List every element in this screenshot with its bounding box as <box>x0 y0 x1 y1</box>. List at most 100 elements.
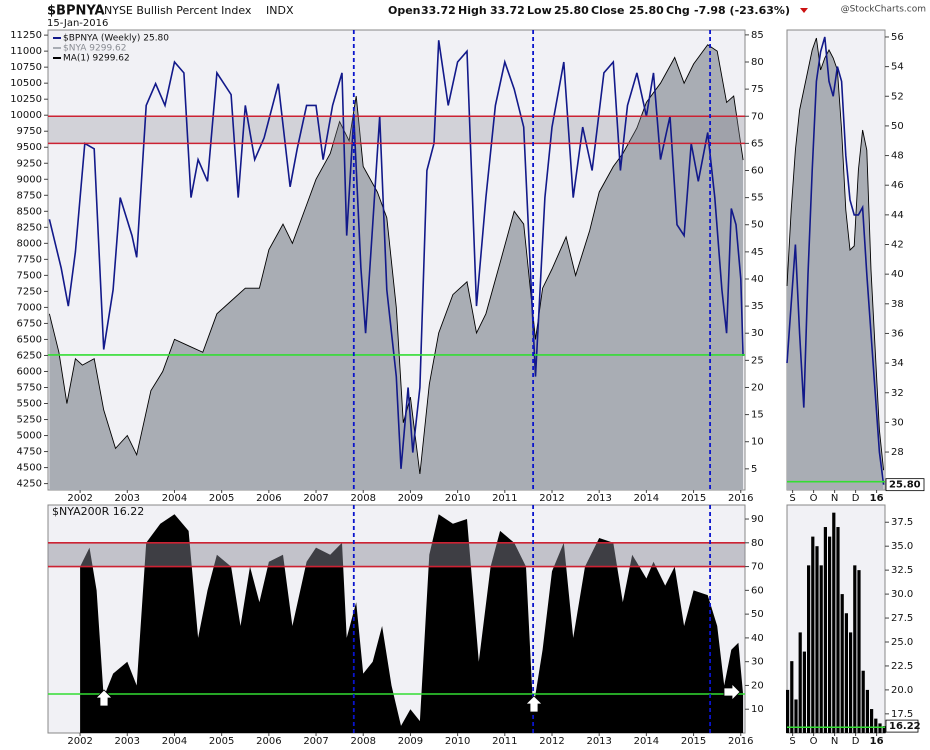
bar <box>882 726 886 733</box>
x-tick-label: 16 <box>870 736 884 747</box>
x-tick-label: 2010 <box>445 493 470 504</box>
area <box>787 38 884 490</box>
y-tick-label: 27.5 <box>891 613 913 624</box>
panel-title: $NYA200R 16.22 <box>52 505 144 518</box>
right-arrow-marker <box>723 683 741 701</box>
y-tick-label: 4750 <box>17 447 42 458</box>
y-tick-label: 9250 <box>17 158 42 169</box>
legend-entry: $BPNYA (Weekly) 25.80 <box>63 34 169 44</box>
x-tick-label: 2009 <box>398 736 423 747</box>
y-tick-label: 11000 <box>10 46 42 57</box>
bar <box>819 565 823 733</box>
y-tick-label: 48 <box>891 151 904 162</box>
line <box>48 40 744 469</box>
index-name: NYSE Bullish Percent Index <box>104 4 252 17</box>
y-tick-label: 8250 <box>17 222 42 233</box>
y-tick-label: 50 <box>891 121 904 132</box>
close-value: 25.80 <box>629 4 664 17</box>
x-tick-label: N <box>831 493 838 504</box>
y-tick-label: 5750 <box>17 382 42 393</box>
high-value: 33.72 <box>490 4 525 17</box>
y-tick-label: 56 <box>891 32 904 43</box>
bar <box>844 613 848 733</box>
y-tick-label: 6000 <box>17 366 42 377</box>
bar <box>786 689 790 733</box>
y-tick-label: 7250 <box>17 286 42 297</box>
y-tick-label: 7500 <box>17 270 42 281</box>
y-tick-label: 70 <box>751 111 764 122</box>
last-value-label: 25.80 <box>889 480 921 491</box>
y-tick-label: 10500 <box>10 78 42 89</box>
y-tick-label: 5250 <box>17 415 42 426</box>
y-tick-label: 70 <box>751 562 764 573</box>
y-tick-label: 17.5 <box>891 709 913 720</box>
area <box>49 44 744 490</box>
line <box>786 37 885 471</box>
x-tick-label: 2015 <box>681 736 706 747</box>
y-tick-label: 7750 <box>17 254 42 265</box>
y-tick-label: 25 <box>751 355 764 366</box>
x-tick-label: 2013 <box>586 736 611 747</box>
y-tick-label: 40 <box>891 269 904 280</box>
x-tick-label: 2009 <box>398 493 423 504</box>
x-tick-label: 2005 <box>209 493 234 504</box>
bar <box>849 632 853 733</box>
y-tick-label: 5 <box>751 464 757 475</box>
bar <box>798 632 802 733</box>
y-tick-label: 42 <box>891 240 904 251</box>
bar <box>794 699 798 733</box>
bar <box>802 651 806 733</box>
y-tick-label: 46 <box>891 180 904 191</box>
x-tick-label: 2016 <box>728 493 753 504</box>
x-tick-label: 2013 <box>586 493 611 504</box>
x-tick-label: 2011 <box>492 736 517 747</box>
symbol: $BPNYA <box>47 4 105 19</box>
x-tick-label: O <box>810 493 818 504</box>
x-tick-label: 2006 <box>256 493 281 504</box>
bar <box>807 565 811 733</box>
y-tick-label: 8750 <box>17 190 42 201</box>
y-tick-label: 20.0 <box>891 685 913 696</box>
bar <box>790 661 794 733</box>
x-tick-label: N <box>831 736 838 747</box>
x-tick-label: 2004 <box>162 493 187 504</box>
y-tick-label: 65 <box>751 138 764 149</box>
bar <box>832 512 836 733</box>
y-tick-label: 85 <box>751 30 764 41</box>
y-tick-label: 40 <box>751 633 764 644</box>
y-tick-label: 32 <box>891 388 904 399</box>
line <box>786 36 885 485</box>
y-tick-label: 8500 <box>17 206 42 217</box>
bar <box>861 670 865 733</box>
y-tick-label: 52 <box>891 91 904 102</box>
x-tick-label: D <box>852 736 860 747</box>
y-tick-label: 75 <box>751 84 764 95</box>
y-tick-label: 30 <box>751 328 764 339</box>
bar <box>865 689 869 733</box>
y-tick-label: 60 <box>751 585 764 596</box>
y-tick-label: 4250 <box>17 479 42 490</box>
x-tick-label: 2004 <box>162 736 187 747</box>
band <box>48 116 745 144</box>
high-label: High <box>458 4 487 17</box>
credit: @StockCharts.com <box>841 5 926 15</box>
y-tick-label: 9750 <box>17 126 42 137</box>
y-tick-label: 6750 <box>17 318 42 329</box>
band <box>48 542 745 567</box>
y-tick-label: 55 <box>751 193 764 204</box>
y-tick-label: 10 <box>751 704 764 715</box>
x-tick-label: S <box>789 493 795 504</box>
y-tick-label: 36 <box>891 328 904 339</box>
y-tick-label: 15 <box>751 410 764 421</box>
y-tick-label: 6500 <box>17 334 42 345</box>
y-tick-label: 44 <box>891 210 904 221</box>
y-tick-label: 10000 <box>10 110 42 121</box>
x-tick-label: 16 <box>870 493 884 504</box>
y-tick-label: 8000 <box>17 238 42 249</box>
y-tick-label: 35.0 <box>891 541 913 552</box>
x-tick-label: 2008 <box>351 493 376 504</box>
y-tick-label: 50 <box>751 220 764 231</box>
y-tick-label: 6250 <box>17 350 42 361</box>
last-value-label: 16.22 <box>889 721 921 732</box>
legend-entry: MA(1) 9299.62 <box>63 54 130 64</box>
